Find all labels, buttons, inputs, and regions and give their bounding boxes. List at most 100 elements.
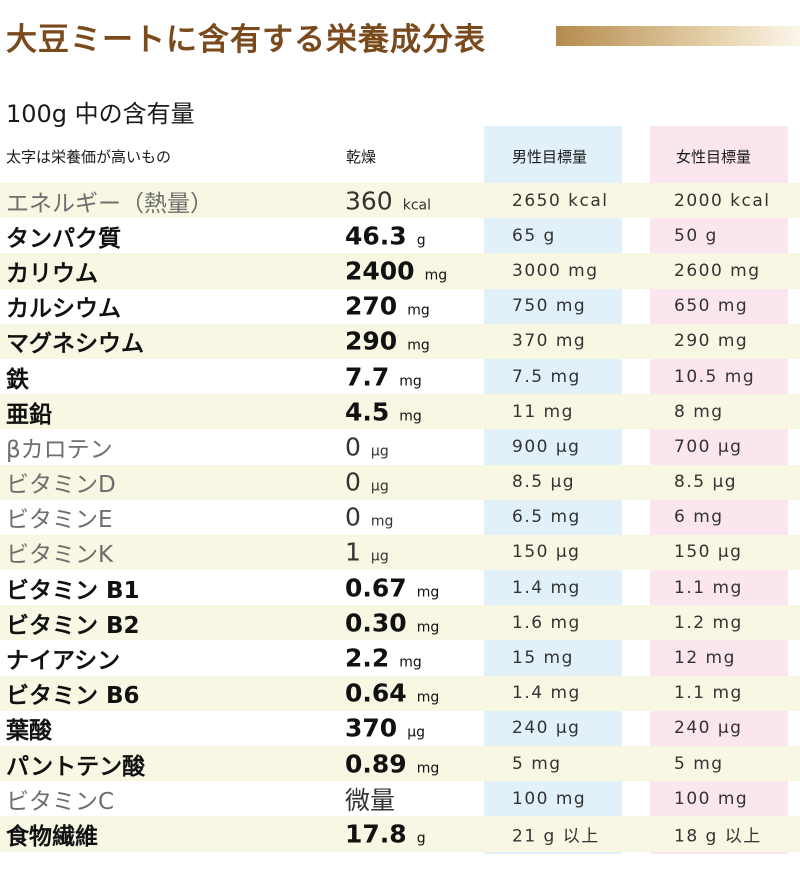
- nutrient-name: パントテン酸: [6, 753, 146, 780]
- table-row: ビタミン B6 0.64 mg 1.4 mg 1.1 mg: [0, 675, 800, 711]
- female-target-value: 100 mg: [674, 788, 749, 809]
- dry-amount-value: 270: [345, 291, 398, 321]
- dry-amount-unit: mg: [399, 408, 422, 425]
- female-target-value: 150 μg: [674, 542, 743, 563]
- table-row: ビタミンE 0 mg 6.5 mg 6 mg: [0, 500, 800, 535]
- dry-amount: 46.3 g: [345, 221, 426, 250]
- dry-amount-value: 4.5: [345, 397, 390, 427]
- dry-amount-unit: mg: [416, 619, 440, 636]
- male-target-value: 3000 mg: [512, 260, 599, 281]
- table-row: カリウム 2400 mg 3000 mg 2600 mg: [0, 253, 800, 289]
- nutrient-name: タンパク質: [6, 225, 121, 252]
- nutrient-name: ビタミンK: [6, 542, 114, 569]
- dry-amount-value: 0: [345, 467, 361, 497]
- male-target-value: 100 mg: [512, 788, 587, 809]
- female-target-value: 1.1 mg: [674, 683, 743, 704]
- dry-amount-unit: mg: [416, 584, 440, 601]
- dry-amount-value: 0: [345, 502, 361, 532]
- dry-amount-value: 370: [345, 713, 398, 743]
- table-row: ナイアシン 2.2 mg 15 mg 12 mg: [0, 640, 800, 675]
- dry-amount-unit: mg: [399, 654, 422, 671]
- female-target-value: 650 mg: [674, 296, 749, 317]
- male-target-value: 2650 kcal: [512, 190, 609, 211]
- male-target-value: 5 mg: [512, 753, 562, 774]
- dry-amount: 290 mg: [345, 327, 430, 356]
- dry-amount-value: 2400: [345, 256, 415, 286]
- table-row: 鉄 7.7 mg 7.5 mg 10.5 mg: [0, 359, 800, 394]
- nutrient-name: ビタミンC: [6, 788, 115, 815]
- nutrient-name: 食物繊維: [6, 823, 98, 850]
- female-target-value: 290 mg: [674, 331, 749, 352]
- nutrient-name: 亜鉛: [6, 401, 52, 428]
- dry-amount-unit: mg: [416, 760, 440, 777]
- male-target-value: 15 mg: [512, 648, 574, 669]
- table-row: 亜鉛 4.5 mg 11 mg 8 mg: [0, 394, 800, 430]
- male-target-value: 65 g: [512, 225, 556, 246]
- dry-amount: 微量: [345, 781, 395, 817]
- male-target-value: 11 mg: [512, 401, 574, 422]
- dry-amount: 0 mg: [345, 503, 393, 532]
- female-target-value: 240 μg: [674, 718, 743, 739]
- female-target-value: 700 μg: [674, 436, 743, 457]
- nutrient-name: 鉄: [6, 366, 29, 393]
- dry-amount-unit: μg: [407, 724, 425, 741]
- dry-amount-unit: μg: [370, 443, 389, 460]
- page-title: 大豆ミートに含有する栄養成分表: [6, 22, 486, 58]
- dry-amount: 4.5 mg: [345, 397, 422, 426]
- male-target-value: 1.4 mg: [512, 577, 581, 598]
- table-row: マグネシウム 290 mg 370 mg 290 mg: [0, 323, 800, 359]
- male-target-value: 6.5 mg: [512, 507, 581, 528]
- dry-amount: 17.8 g: [345, 819, 426, 848]
- dry-amount: 270 mg: [345, 292, 430, 321]
- male-target-value: 240 μg: [512, 718, 581, 739]
- male-target-value: 900 μg: [512, 436, 581, 457]
- male-target-value: 1.4 mg: [512, 683, 581, 704]
- dry-amount-unit: mg: [416, 689, 440, 706]
- dry-amount-value: 360: [345, 186, 393, 216]
- dry-amount-value: 1: [345, 537, 361, 567]
- female-target-value: 12 mg: [674, 648, 736, 669]
- title-accent-bar: [556, 26, 800, 46]
- dry-amount-unit: μg: [370, 478, 389, 495]
- dry-amount: 0.67 mg: [345, 573, 439, 602]
- female-target-value: 6 mg: [674, 507, 724, 528]
- dry-amount-unit: mg: [407, 337, 430, 354]
- dry-amount: 0 μg: [345, 432, 389, 461]
- dry-amount: 7.7 mg: [345, 362, 422, 391]
- male-target-value: 7.5 mg: [512, 366, 581, 387]
- bold-legend-note: 太字は栄養価が高いもの: [6, 148, 172, 166]
- dry-amount-unit: mg: [407, 302, 430, 319]
- dry-amount-unit: mg: [399, 373, 422, 390]
- table-row: ビタミンK 1 μg 150 μg 150 μg: [0, 534, 800, 571]
- female-target-value: 8 mg: [674, 401, 724, 422]
- dry-amount-unit: μg: [370, 548, 389, 565]
- male-target-value: 21 g 以上: [512, 826, 600, 847]
- dry-amount: 2.2 mg: [345, 644, 422, 673]
- dry-amount-unit: g: [416, 232, 426, 249]
- table-row: パントテン酸 0.89 mg 5 mg 5 mg: [0, 746, 800, 782]
- dry-amount-unit: g: [416, 830, 426, 847]
- dry-amount-unit: kcal: [402, 197, 431, 214]
- dry-amount-value: 0: [345, 432, 361, 462]
- female-target-value: 2000 kcal: [674, 190, 771, 211]
- nutrient-table: エネルギー（熱量） 360 kcal 2650 kcal 2000 kcal タンパク質 4…: [0, 183, 800, 852]
- dry-amount: 0 μg: [345, 468, 389, 497]
- female-target-value: 18 g 以上: [674, 826, 762, 847]
- dry-amount: 2400 mg: [345, 256, 447, 285]
- dry-amount-unit: mg: [370, 513, 394, 530]
- female-target-value: 50 g: [674, 225, 718, 246]
- table-row: 食物繊維 17.8 g 21 g 以上 18 g 以上: [0, 816, 800, 852]
- nutrient-name: エネルギー（熱量）: [6, 190, 213, 217]
- dry-column-header: 乾燥: [346, 148, 377, 166]
- dry-amount-value: 0.89: [345, 749, 407, 779]
- table-row: カルシウム 270 mg 750 mg 650 mg: [0, 289, 800, 324]
- female-target-value: 1.2 mg: [674, 612, 743, 633]
- dry-amount: 0.89 mg: [345, 749, 439, 778]
- dry-amount-value: 0.64: [345, 678, 407, 708]
- male-target-value: 150 μg: [512, 542, 581, 563]
- male-target-value: 750 mg: [512, 296, 587, 317]
- dry-amount-value: 0.30: [345, 608, 407, 638]
- nutrient-name: ビタミンE: [6, 507, 113, 534]
- dry-amount-value: 微量: [345, 785, 396, 815]
- male-target-value: 8.5 μg: [512, 472, 576, 493]
